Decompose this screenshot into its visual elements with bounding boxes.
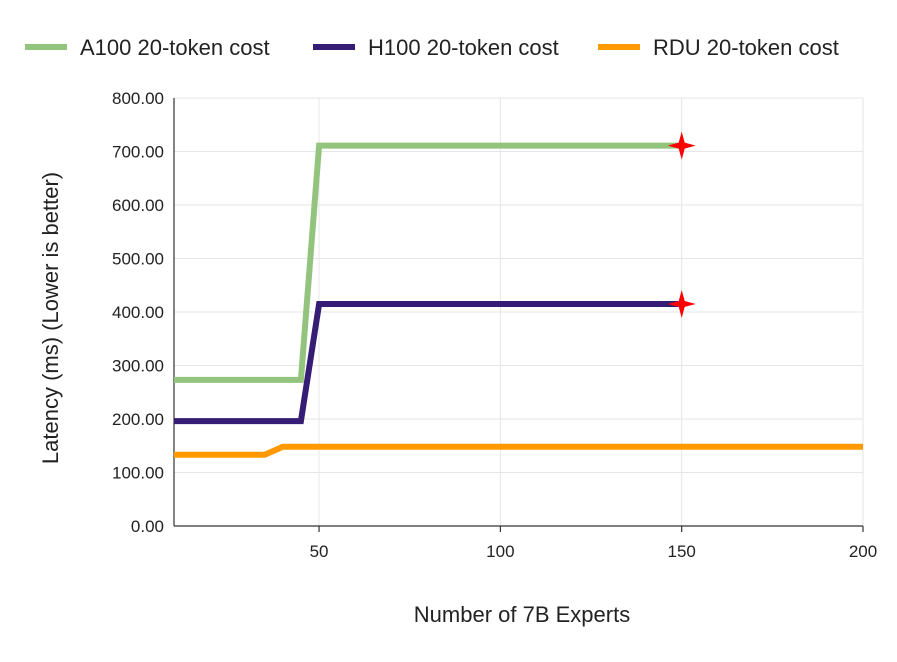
y-tick-label: 100.00: [112, 464, 164, 483]
grid-lines: [174, 97, 864, 526]
y-tick-label: 200.00: [112, 410, 164, 429]
x-axis-title: Number of 7B Experts: [414, 602, 630, 627]
x-tick-label: 100: [486, 542, 514, 561]
y-tick-label: 800.00: [112, 89, 164, 108]
y-tick-label: 600.00: [112, 196, 164, 215]
y-tick-label: 400.00: [112, 303, 164, 322]
x-tick-label: 50: [310, 542, 329, 561]
x-tick-label: 200: [849, 542, 877, 561]
axes: [173, 98, 864, 532]
y-tick-labels: 0.00 100.00 200.00 300.00 400.00 500.00 600.00…: [112, 89, 164, 536]
series-line-2: [174, 443, 863, 458]
y-axis-title: Latency (ms) (Lower is better): [38, 172, 63, 464]
series-lines: [174, 142, 863, 458]
legend-label-rdu: RDU 20-token cost: [653, 35, 839, 60]
legend-label-h100: H100 20-token cost: [368, 35, 559, 60]
series-line-1: [174, 301, 682, 425]
end-star-marker-0: [667, 131, 696, 160]
y-tick-label: 500.00: [112, 250, 164, 269]
series-line-0: [174, 142, 682, 383]
end-markers: [667, 131, 696, 318]
y-tick-label: 0.00: [131, 517, 164, 536]
legend-label-a100: A100 20-token cost: [80, 35, 270, 60]
chart-legend: A100 20-token cost H100 20-token cost RD…: [25, 35, 839, 60]
x-tick-label: 150: [667, 542, 695, 561]
x-tick-labels: 50 100 150 200: [310, 542, 878, 561]
end-star-marker-1: [667, 290, 696, 318]
y-tick-label: 300.00: [112, 357, 164, 376]
y-tick-label: 700.00: [112, 143, 164, 162]
